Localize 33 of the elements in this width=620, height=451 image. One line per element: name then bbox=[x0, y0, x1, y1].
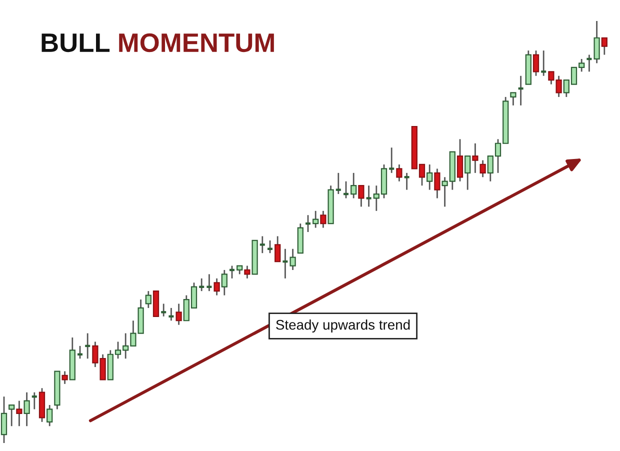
candlestick bbox=[320, 210, 326, 228]
candlestick bbox=[145, 290, 152, 309]
candlestick bbox=[0, 396, 8, 443]
chart-title: BULL MOMENTUM bbox=[42, 33, 274, 52]
candlestick bbox=[456, 138, 464, 182]
candlestick bbox=[8, 404, 15, 427]
candlestick bbox=[221, 269, 228, 296]
candlestick bbox=[426, 164, 433, 190]
candlestick bbox=[358, 184, 364, 208]
candlestick bbox=[24, 392, 30, 427]
candlestick bbox=[176, 303, 182, 326]
candlestick bbox=[62, 370, 68, 385]
candlestick bbox=[365, 184, 372, 208]
candlestick bbox=[434, 168, 440, 199]
candlestick bbox=[244, 265, 250, 280]
candlestick bbox=[274, 236, 281, 262]
annotation: Steady upwards trend bbox=[276, 320, 410, 332]
candlestick bbox=[46, 404, 53, 427]
candlestick bbox=[312, 210, 319, 228]
candlestick bbox=[396, 164, 402, 182]
candlestick bbox=[350, 172, 357, 199]
candlestick bbox=[510, 92, 516, 106]
candlestick bbox=[480, 160, 486, 178]
candlestick bbox=[16, 400, 22, 427]
candlestick bbox=[532, 50, 540, 77]
candlestick bbox=[403, 172, 410, 190]
candlestick bbox=[472, 142, 478, 174]
candlestick bbox=[206, 274, 213, 292]
candlestick bbox=[464, 155, 471, 190]
candlestick bbox=[594, 21, 600, 64]
candlestick bbox=[214, 278, 220, 296]
candlestick bbox=[290, 248, 296, 271]
candlestick bbox=[601, 37, 608, 56]
